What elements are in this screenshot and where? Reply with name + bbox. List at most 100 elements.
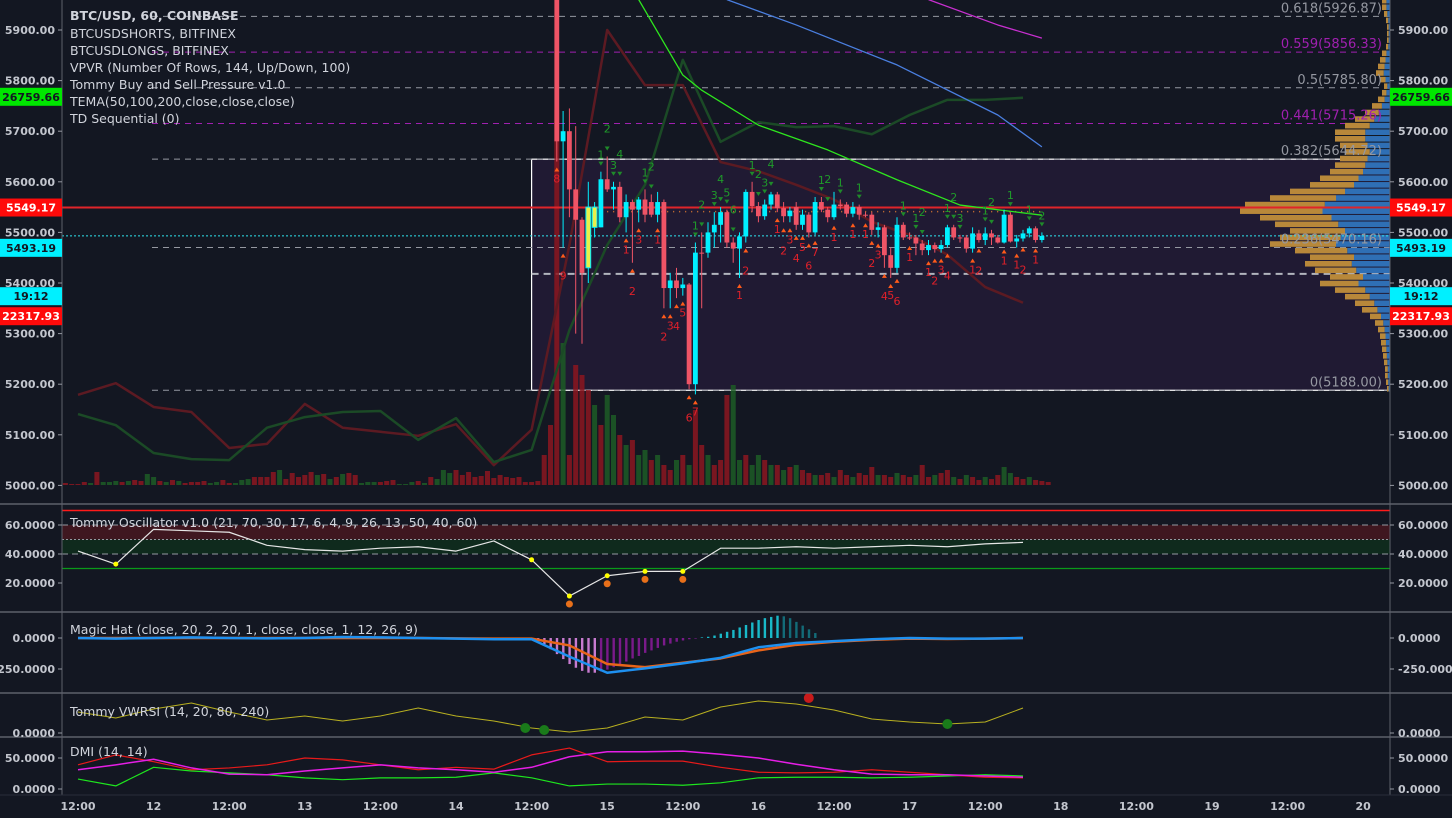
td-sell-setup-icon bbox=[856, 194, 862, 199]
vpvr-down-bar bbox=[1320, 175, 1359, 182]
candle-body bbox=[630, 202, 635, 210]
price-tag[interactable] bbox=[1390, 87, 1452, 106]
td-count-label: 1 bbox=[837, 177, 844, 190]
histogram-bar bbox=[763, 618, 767, 638]
price-axes[interactable]: 5900.00 5900.00 5800.00 5800.00 5700.00 5700.… bbox=[0, 24, 1452, 796]
volume-bar bbox=[510, 478, 516, 485]
td-sell-setup-icon bbox=[598, 161, 604, 166]
axis-tick-label: 5200.00 bbox=[1398, 378, 1448, 391]
legend-study[interactable]: BTCUSDSHORTS, BITFINEX bbox=[70, 26, 236, 41]
vpvr-down-bar bbox=[1340, 142, 1368, 149]
td-sell-setup-icon bbox=[825, 197, 831, 202]
vpvr-up-bar bbox=[1351, 260, 1390, 267]
volume-bar bbox=[762, 460, 768, 485]
histogram-bar bbox=[707, 636, 710, 638]
histogram-bar bbox=[776, 615, 779, 638]
td-sell-setup-icon bbox=[1007, 202, 1013, 207]
candle-body bbox=[856, 207, 862, 215]
price-tag[interactable] bbox=[1390, 307, 1452, 326]
volume-bar bbox=[938, 473, 944, 485]
td-buy-setup-icon bbox=[737, 283, 742, 288]
volume-bars bbox=[62, 110, 1051, 485]
volume-bar bbox=[818, 475, 824, 485]
magic-hat-pane[interactable] bbox=[77, 615, 1024, 674]
oscillator-signal-dot bbox=[604, 573, 610, 579]
price-tag[interactable] bbox=[0, 198, 62, 217]
td-count-label: 1 bbox=[1001, 255, 1008, 268]
legend-study[interactable]: TD Sequential (0) bbox=[69, 111, 180, 126]
time-axis[interactable]: 12:00 12 12:00 13 12:00 14 12:00 15 12:00 16 12:00… bbox=[60, 800, 1371, 813]
td-count-label: 1 bbox=[912, 212, 919, 225]
price-tag[interactable] bbox=[0, 87, 62, 106]
vpvr-down-bar bbox=[1290, 188, 1345, 195]
oscillator-title[interactable]: Tommy Oscillator v1.0 (21, 70, 30, 17, 6… bbox=[69, 515, 477, 530]
axis-tick-label: 40.0000 bbox=[1398, 548, 1448, 561]
axis-tick-label: 5600.00 bbox=[5, 176, 55, 189]
magic-hat-title[interactable]: Magic Hat (close, 20, 2, 20, 1, close, c… bbox=[70, 622, 418, 637]
td-count-label: 3 bbox=[667, 319, 674, 332]
time-tick-label: 15 bbox=[600, 800, 615, 813]
histogram-bar bbox=[751, 622, 754, 638]
volume-bar bbox=[963, 475, 969, 485]
shorts-line bbox=[77, 28, 1024, 467]
td-buy-setup-icon bbox=[850, 223, 856, 228]
time-tick-label: 16 bbox=[751, 800, 767, 813]
volume-profile bbox=[1240, 0, 1390, 392]
vpvr-up-bar bbox=[1387, 372, 1390, 379]
vpvr-up-bar bbox=[1377, 307, 1390, 313]
price-tag[interactable] bbox=[0, 287, 62, 306]
td-count-label: 2 bbox=[742, 265, 749, 278]
axis-tick-label: 5000.00 bbox=[1398, 479, 1448, 492]
legend-study[interactable]: TEMA(50,100,200,close,close,close) bbox=[69, 94, 295, 109]
dmi-pane[interactable] bbox=[77, 747, 1024, 787]
vpvr-down-bar bbox=[1280, 234, 1341, 241]
axis-tick-label: 5400.00 bbox=[5, 277, 55, 290]
td-count-label: 2 bbox=[1020, 264, 1027, 277]
volume-bar bbox=[516, 477, 522, 485]
histogram-bar bbox=[599, 638, 603, 672]
candle-body bbox=[995, 237, 1001, 243]
td-sell-setup-icon bbox=[762, 189, 768, 194]
legend-study[interactable]: Tommy Buy and Sell Pressure v1.0 bbox=[69, 77, 285, 92]
price-tag[interactable] bbox=[1390, 287, 1452, 306]
price-tag-label: 5549.17 bbox=[1396, 202, 1446, 215]
volume-bar bbox=[69, 484, 75, 485]
td-buy-setup-icon bbox=[781, 228, 787, 233]
vpvr-down-bar bbox=[1387, 385, 1389, 392]
vwrsi-title[interactable]: Tommy VWRSI (14, 20, 80, 240) bbox=[69, 704, 269, 719]
pane-separators[interactable] bbox=[0, 0, 1452, 796]
legend-study[interactable]: VPVR (Number Of Rows, 144, Up/Down, 100) bbox=[70, 60, 350, 75]
vpvr-down-bar bbox=[1320, 280, 1359, 287]
volume-bar bbox=[982, 477, 988, 485]
vpvr-down-bar bbox=[1345, 293, 1370, 300]
price-tag[interactable] bbox=[0, 238, 62, 257]
volume-bar bbox=[125, 481, 131, 485]
legend-study[interactable]: BTCUSDLONGS, BITFINEX bbox=[70, 43, 229, 58]
volume-bar bbox=[724, 395, 730, 485]
legend-symbol[interactable]: BTC/USD, 60, COINBASE bbox=[70, 8, 239, 23]
candle-body bbox=[693, 252, 698, 385]
volume-bar bbox=[705, 455, 711, 485]
vpvr-up-bar bbox=[1385, 339, 1390, 346]
price-tag[interactable] bbox=[1390, 198, 1452, 217]
volume-bar bbox=[201, 481, 207, 485]
price-tag[interactable] bbox=[1390, 238, 1452, 257]
candle-body bbox=[642, 199, 648, 215]
candle-body bbox=[655, 202, 660, 215]
dmi-title[interactable]: DMI (14, 14) bbox=[70, 744, 148, 759]
histogram-bar bbox=[713, 635, 716, 638]
volume-bar bbox=[94, 472, 100, 485]
candle-body bbox=[882, 227, 887, 256]
vwrsi-pane[interactable] bbox=[77, 693, 1024, 735]
candle-body bbox=[863, 214, 868, 216]
vpvr-up-bar bbox=[1388, 43, 1390, 50]
price-tag[interactable] bbox=[0, 307, 62, 326]
candle-body bbox=[800, 214, 805, 225]
volume-bar bbox=[919, 465, 925, 485]
vpvr-up-bar bbox=[1387, 366, 1390, 372]
oscillator-pane[interactable] bbox=[62, 509, 1390, 608]
vpvr-down-bar bbox=[1310, 254, 1354, 260]
volume-bar bbox=[598, 425, 604, 485]
